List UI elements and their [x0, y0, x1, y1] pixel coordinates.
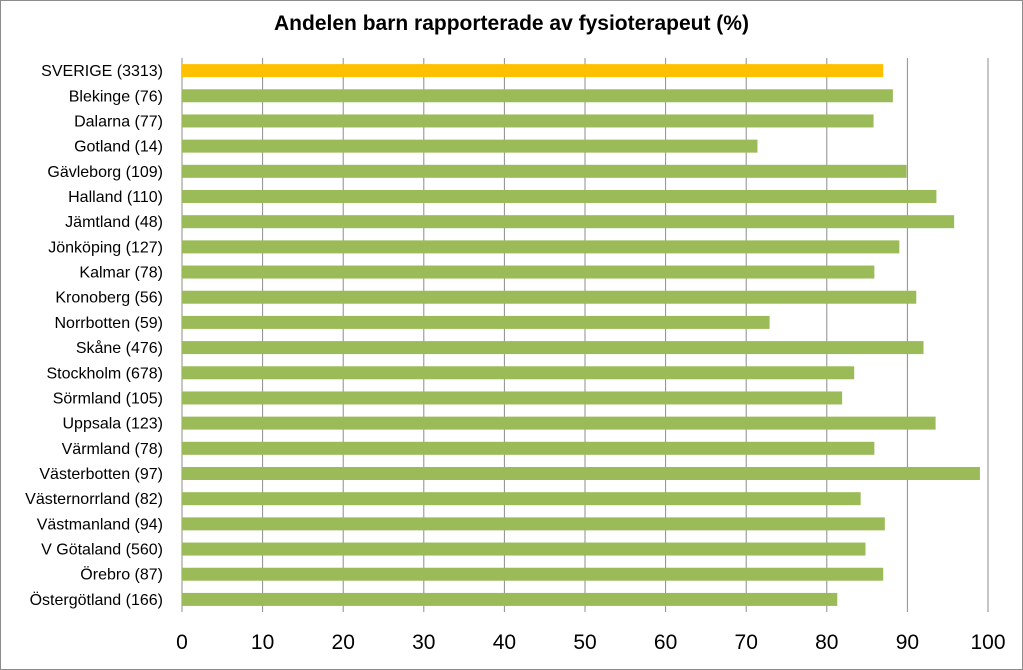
bar: [182, 467, 980, 480]
category-label: Skåne (476): [76, 339, 163, 357]
bar: [182, 517, 885, 531]
category-label: Dalarna (77): [74, 113, 163, 130]
bar: [182, 139, 758, 153]
category-label: Gävleborg (109): [47, 164, 163, 181]
category-label: V Götaland (560): [41, 542, 163, 559]
category-label: SVERIGE (3313): [41, 63, 163, 80]
x-tick-label: 50: [573, 631, 596, 654]
bar: [182, 265, 875, 279]
category-label: Stockholm (678): [47, 365, 164, 382]
x-tick-label: 40: [493, 631, 516, 654]
bar: [182, 64, 884, 78]
category-label: Gotland (14): [74, 139, 163, 156]
bar: [182, 341, 924, 355]
category-label: Sörmland (105): [53, 390, 163, 407]
category-label: Jönköping (127): [48, 239, 163, 256]
bar: [182, 492, 861, 506]
bar: [182, 391, 843, 405]
category-label: Örebro (87): [80, 566, 163, 584]
bar: [182, 240, 900, 254]
x-tick-label: 80: [815, 631, 838, 654]
x-tick-label: 0: [176, 631, 188, 654]
category-label: Värmland (78): [62, 441, 163, 458]
bar: [182, 89, 893, 103]
category-label: Blekinge (76): [69, 88, 163, 105]
bar: [182, 416, 936, 430]
bar: [182, 592, 838, 606]
category-label: Västmanland (94): [37, 516, 163, 533]
category-label: Västernorrland (82): [25, 491, 163, 508]
x-tick-label: 90: [896, 631, 919, 654]
category-label: Jämtland (48): [65, 214, 163, 231]
x-tick-label: 10: [251, 631, 274, 654]
bar: [182, 366, 855, 380]
x-tick-labels: 0 10 20 30 40 50 60 70 80 90 100: [176, 631, 1005, 654]
category-label: Kalmar (78): [79, 265, 163, 282]
bar: [182, 567, 884, 581]
chart-title: Andelen barn rapporterade av fysioterape…: [274, 12, 749, 35]
category-label: Halland (110): [68, 189, 163, 206]
bar: [182, 190, 937, 203]
bar: [182, 164, 907, 178]
bar: [182, 441, 875, 455]
category-label: Kronoberg (56): [55, 290, 163, 307]
bar: [182, 542, 866, 556]
category-label: Västerbotten (97): [39, 466, 163, 483]
category-labels: SVERIGE (3313) Blekinge (76) Dalarna (77) G…: [25, 63, 163, 609]
bar: [182, 315, 770, 329]
bar: [182, 290, 917, 304]
x-tick-label: 20: [332, 631, 355, 654]
bars: [182, 64, 980, 606]
category-label: Uppsala (123): [63, 416, 164, 433]
x-tick-label: 30: [412, 631, 435, 654]
bar: [182, 114, 874, 128]
category-label: Östergötland (166): [30, 591, 163, 609]
x-tick-label: 100: [970, 631, 1005, 654]
bar: [182, 215, 955, 229]
category-label: Norrbotten (59): [55, 315, 164, 332]
x-tick-label: 70: [735, 631, 758, 654]
x-tick-label: 60: [654, 631, 677, 654]
